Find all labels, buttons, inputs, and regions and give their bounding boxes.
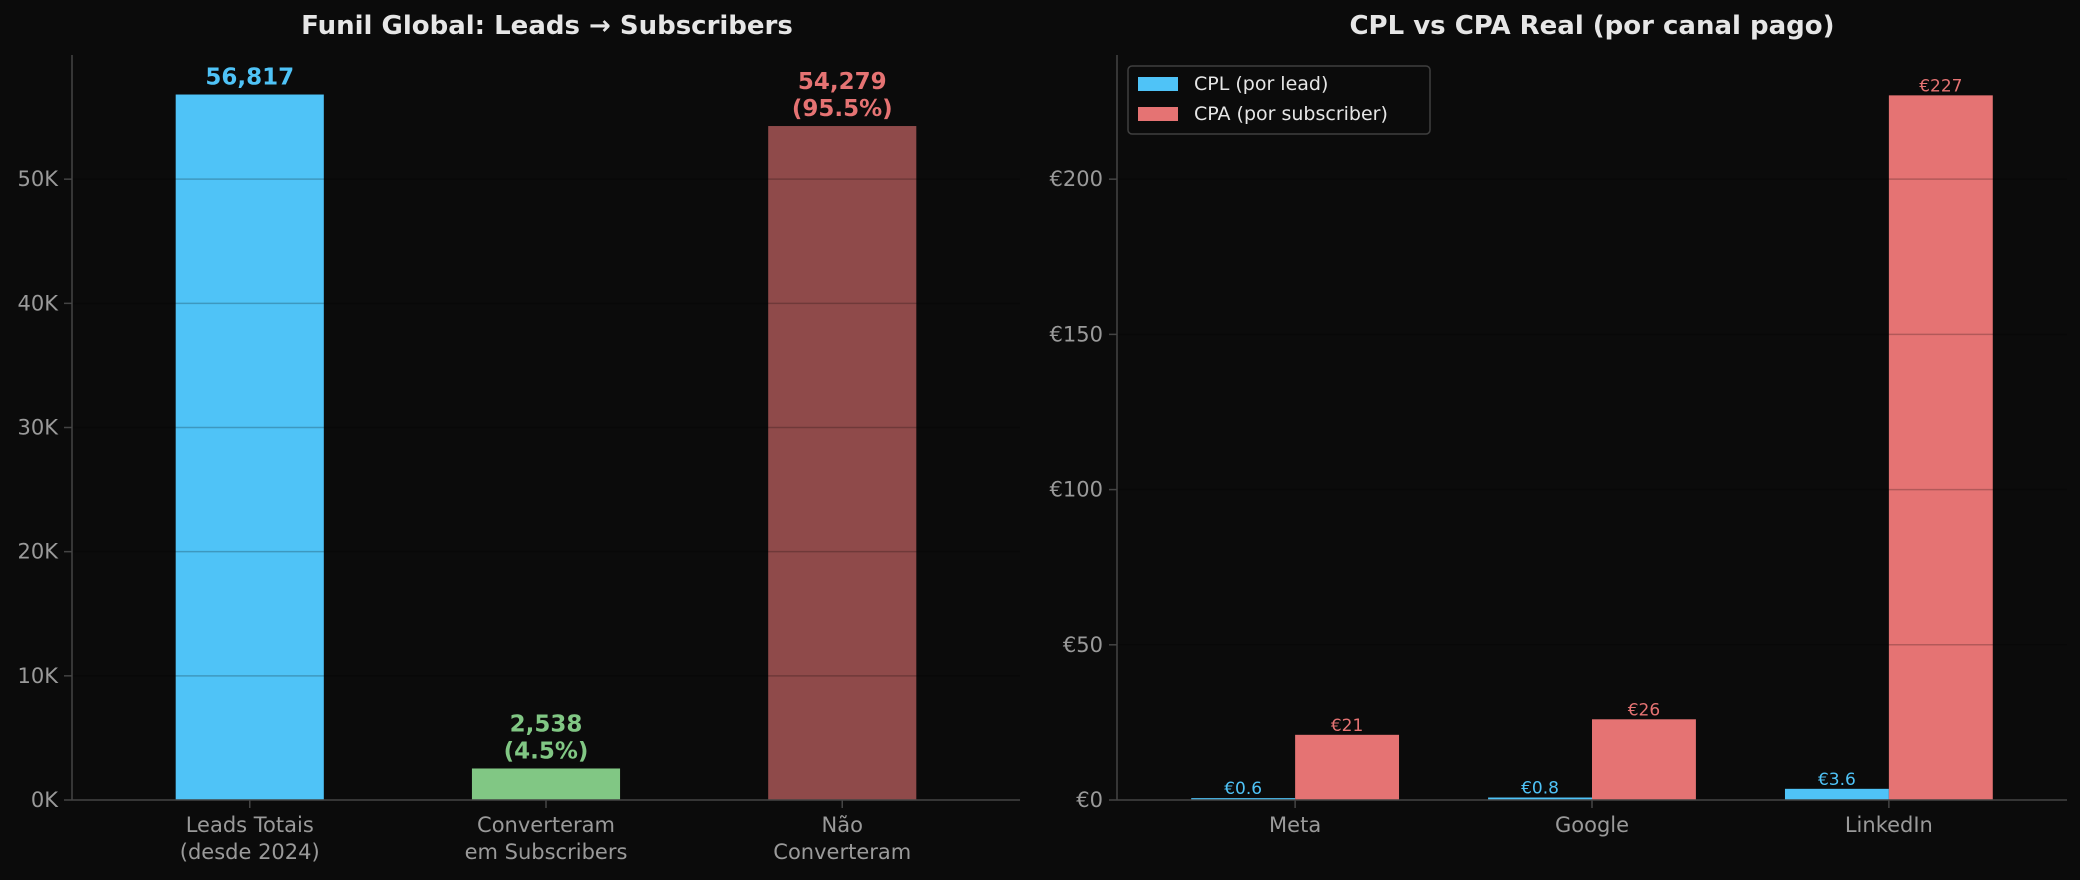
funnel-data-label-line: 54,279: [798, 69, 887, 95]
y-tick-label: 40K: [18, 291, 60, 315]
funnel-data-label: 56,817: [205, 65, 294, 91]
funnel-data-label: 54,279 (95.5%): [792, 69, 893, 122]
legend-label: CPA (por subscriber): [1194, 103, 1388, 125]
x-tick-label: Não Converteram: [773, 813, 911, 864]
cpa-bar: [1295, 734, 1400, 800]
cpa-bar: [1592, 719, 1696, 800]
x-tick-label-line: Converteram: [477, 813, 615, 837]
y-tick-label: 0K: [31, 788, 59, 812]
y-tick-label: 10K: [18, 664, 60, 688]
funnel-data-label-line: 56,817: [205, 65, 294, 91]
x-tick-label-line: Converteram: [773, 840, 911, 864]
y-tick-label: €100: [1050, 478, 1103, 502]
cpa-data-label: €21: [1331, 716, 1363, 736]
cpl-data-label: €3.6: [1818, 770, 1856, 790]
legend-label: CPL (por lead): [1194, 73, 1328, 95]
y-tick-label: €150: [1050, 322, 1103, 346]
x-tick-label-line: Não: [822, 813, 863, 837]
cpa-data-label: €227: [1919, 76, 1962, 96]
cpl-bar: [1784, 788, 1889, 800]
funnel-bar: [175, 94, 324, 801]
funnel-bar: [471, 768, 621, 800]
x-tick-label: Leads Totais (desde 2024): [180, 813, 320, 864]
y-tick-label: 20K: [18, 540, 60, 564]
legend-box: [1127, 65, 1431, 135]
funnel-bar: [768, 126, 917, 800]
legend: CPL (por lead) CPA (por subscriber): [1127, 65, 1431, 135]
cpl-bar: [1191, 798, 1296, 800]
x-tick-label: Meta: [1269, 813, 1321, 837]
cpl-data-label: €0.6: [1224, 779, 1262, 799]
funnel-data-label-line: 2,538: [510, 711, 583, 737]
cpa-bar: [1888, 95, 1993, 800]
y-tick-label: €0: [1076, 788, 1103, 812]
legend-swatch: [1138, 107, 1178, 121]
y-tick-label: €200: [1050, 167, 1103, 191]
x-tick-label-line: em Subscribers: [465, 840, 628, 864]
cpl-data-label: €0.8: [1521, 779, 1559, 799]
cpa-data-label: €26: [1628, 700, 1660, 720]
funnel-data-label-line: (4.5%): [504, 738, 589, 764]
funnel-chart: Funil Global: Leads → Subscribers 0K 10K 2…: [18, 11, 1020, 864]
legend-swatch: [1138, 77, 1178, 91]
x-tick-label-line: (desde 2024): [180, 840, 320, 864]
x-tick-label-line: Leads Totais: [186, 813, 314, 837]
y-tick-label: €50: [1063, 633, 1103, 657]
x-tick-label: Google: [1555, 813, 1629, 837]
cpl-cpa-chart: CPL vs CPA Real (por canal pago) €0 €50 €1…: [1050, 11, 2067, 837]
cpl-cpa-chart-title: CPL vs CPA Real (por canal pago): [1349, 11, 1834, 41]
cpl-bar: [1488, 797, 1592, 800]
funnel-data-label: 2,538 (4.5%): [504, 711, 589, 764]
x-tick-label: LinkedIn: [1845, 813, 1933, 837]
funnel-chart-title: Funil Global: Leads → Subscribers: [301, 11, 793, 41]
y-tick-label: 30K: [18, 416, 60, 440]
x-tick-label: Converteram em Subscribers: [465, 813, 628, 864]
y-tick-label: 50K: [18, 167, 60, 191]
funnel-data-label-line: (95.5%): [792, 96, 893, 122]
